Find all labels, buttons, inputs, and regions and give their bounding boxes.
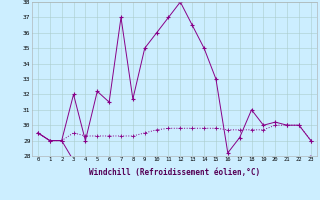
- X-axis label: Windchill (Refroidissement éolien,°C): Windchill (Refroidissement éolien,°C): [89, 168, 260, 177]
